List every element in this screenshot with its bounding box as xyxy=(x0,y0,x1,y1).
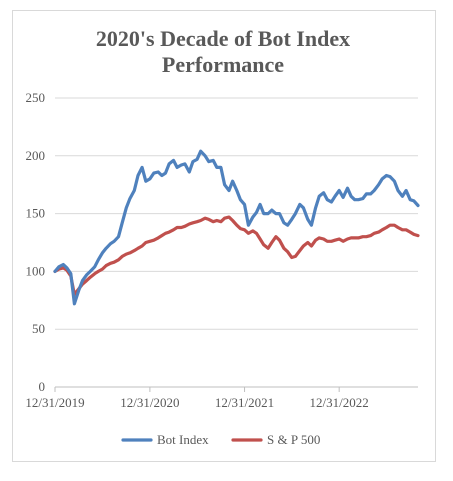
y-tick-label: 100 xyxy=(26,263,46,278)
y-tick-label: 250 xyxy=(26,90,46,105)
legend-label-bot-index: Bot Index xyxy=(157,432,209,447)
series-lines xyxy=(53,149,420,306)
y-tick-label: 150 xyxy=(26,206,46,221)
series-line-s-p-500 xyxy=(53,215,420,297)
series-line-bot-index xyxy=(53,149,420,306)
y-tick-label: 0 xyxy=(39,379,46,394)
chart-title-line-2: Performance xyxy=(162,52,284,77)
gridlines xyxy=(55,97,418,330)
legend-label-s-p-500: S & P 500 xyxy=(267,432,320,447)
y-tick-label: 50 xyxy=(32,321,45,336)
x-tick-label: 12/31/2020 xyxy=(120,395,179,410)
x-tick-label: 12/31/2021 xyxy=(215,395,274,410)
x-tick-label: 12/31/2019 xyxy=(25,395,84,410)
legend: Bot Index S & P 500 xyxy=(121,432,320,447)
y-axis-ticks: 0 50 100 150 200 250 xyxy=(26,90,46,394)
chart-title-line-1: 2020's Decade of Bot Index xyxy=(96,26,350,51)
x-axis-ticks: 12/31/2019 12/31/2020 12/31/2021 12/31/2022 xyxy=(25,387,369,410)
y-tick-label: 200 xyxy=(26,148,46,163)
x-tick-label: 12/31/2022 xyxy=(310,395,369,410)
